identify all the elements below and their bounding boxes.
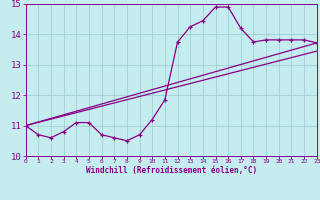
X-axis label: Windchill (Refroidissement éolien,°C): Windchill (Refroidissement éolien,°C)	[86, 166, 257, 175]
